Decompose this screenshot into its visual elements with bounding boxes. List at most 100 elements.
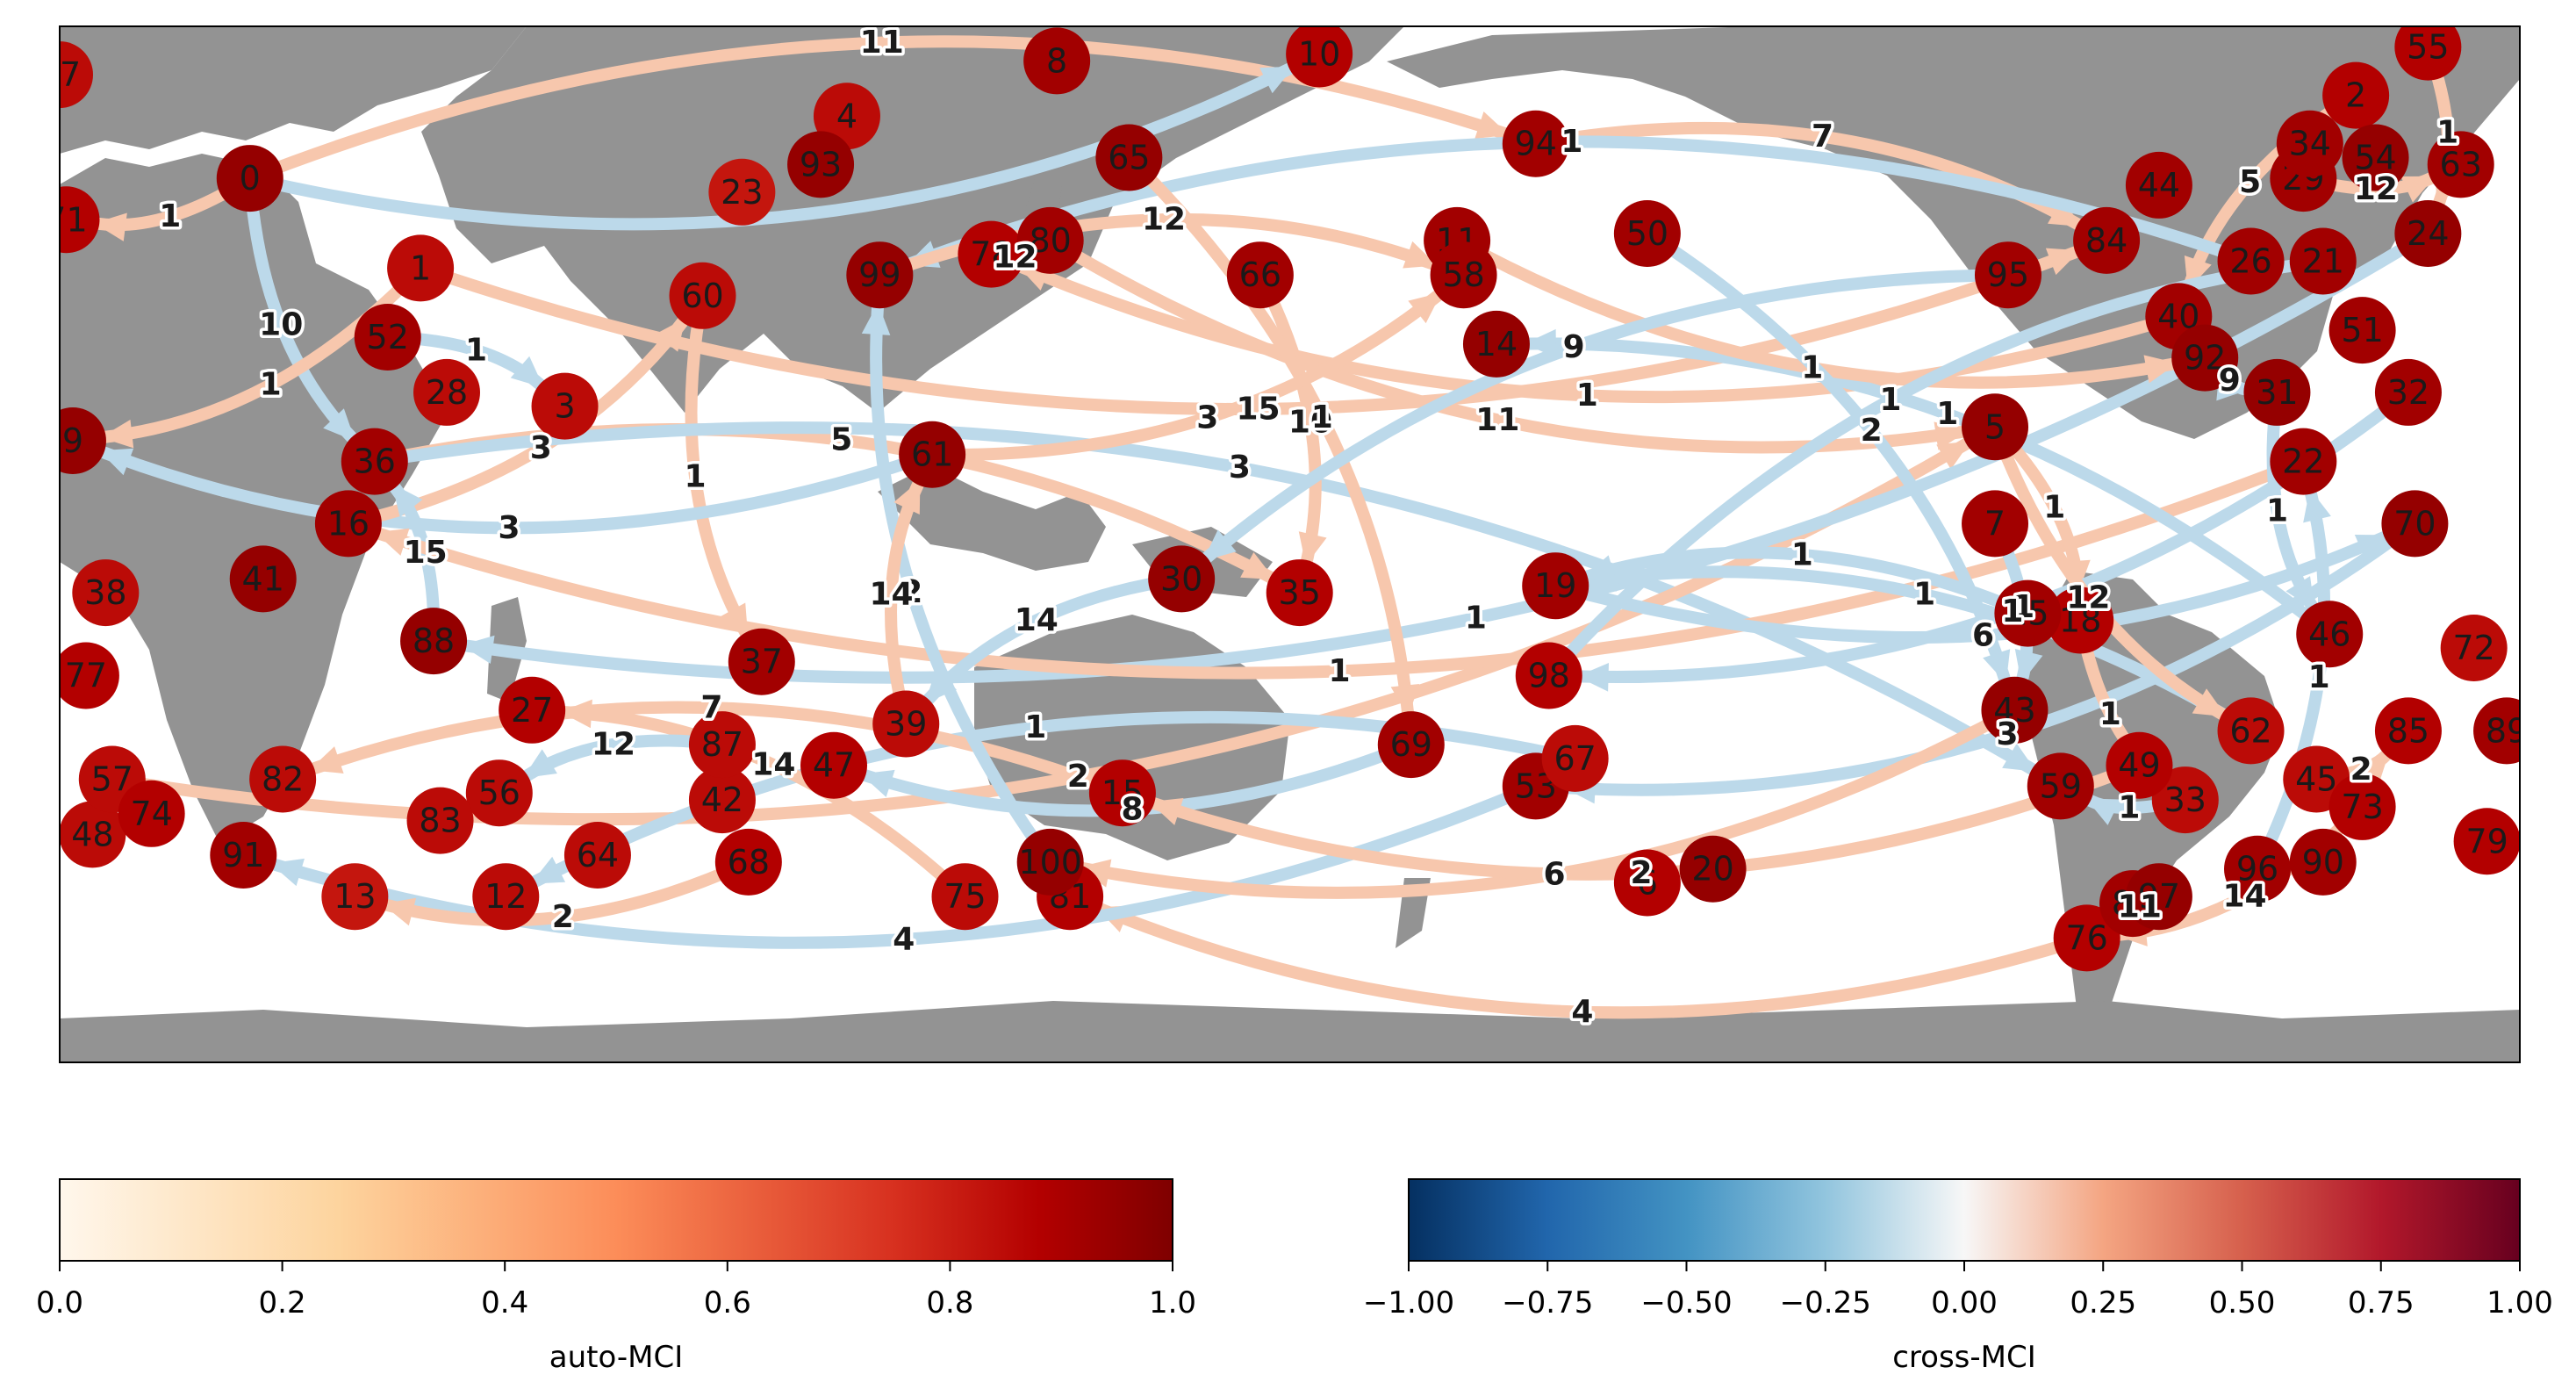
node-8: 8 [1023, 27, 1091, 95]
node-circle [60, 801, 126, 868]
edge-arrowhead [375, 528, 410, 556]
node-circle [2106, 731, 2173, 799]
edge-arrow [1015, 261, 2185, 404]
edge-lag-label: 1 [1465, 600, 1487, 636]
node-circle [1541, 724, 1609, 792]
node-label: 32 [2387, 373, 2429, 412]
edge-arrow [2251, 487, 2331, 875]
edge-lag-label: 9 [2219, 363, 2241, 399]
edge-arrow [1640, 227, 2011, 685]
edge-arrow [97, 446, 939, 535]
nodes-layer: 0123456789101112131415161718192021222324… [45, 26, 2520, 972]
node-label: 33 [2164, 781, 2206, 819]
node-62: 62 [2217, 697, 2285, 765]
edge-lag-label: 1 [1561, 124, 1582, 160]
node-circle [400, 608, 468, 675]
landmass-europe [60, 26, 527, 154]
node-circle [2374, 358, 2442, 426]
node-label: 95 [1987, 255, 2029, 294]
node-49: 49 [2106, 731, 2173, 799]
node-96: 96 [2224, 835, 2292, 903]
node-65: 65 [1095, 124, 1163, 191]
node-74: 74 [118, 780, 185, 847]
edge-arrowhead [461, 635, 495, 665]
node-42: 42 [688, 766, 756, 834]
node-circle [2047, 586, 2114, 654]
node-label: 42 [701, 781, 743, 819]
node-19: 19 [1522, 552, 1589, 620]
node-circle [2243, 358, 2311, 426]
edge-lag-label: 1 [1311, 399, 1333, 435]
node-15: 15 [1088, 759, 1156, 827]
node-50: 50 [1613, 200, 1681, 267]
node-circle [1286, 26, 1353, 88]
node-circle [2053, 904, 2120, 972]
node-circle [1502, 110, 1569, 177]
edge-lag-label: 12 [993, 239, 1037, 275]
edge-arrowhead [1408, 292, 1442, 324]
node-17: 17 [60, 41, 93, 109]
node-43: 43 [1981, 676, 2049, 744]
edge-arrowhead [861, 303, 891, 335]
edge-lag-label: 5 [830, 422, 852, 458]
edge-lag-label: 12 [592, 726, 635, 762]
node-46: 46 [2296, 601, 2364, 668]
landmass-antarctica [60, 1001, 2520, 1062]
node-41: 41 [229, 545, 297, 613]
edge-arrowhead [893, 479, 921, 515]
colorbar-tick-label: 0.6 [704, 1285, 751, 1320]
node-22: 22 [2270, 428, 2337, 495]
node-circle [2151, 766, 2219, 834]
node-circle [958, 220, 1025, 288]
node-label: 43 [1993, 691, 2035, 730]
colorbar-tick-label: −0.50 [1640, 1285, 1732, 1320]
node-21: 21 [2289, 227, 2357, 295]
node-10: 10 [1286, 26, 1353, 88]
node-label: 54 [2354, 138, 2396, 176]
node-51: 51 [2328, 297, 2396, 364]
edge-lag-label: 1 [2118, 790, 2140, 826]
node-label: 73 [2341, 788, 2383, 826]
edge-arrowhead [1202, 529, 1237, 561]
node-80: 80 [1016, 206, 1084, 274]
node-76: 76 [2053, 904, 2120, 972]
edge-lag-label: 11 [1475, 402, 1519, 438]
colorbar-tick-label: 0.00 [1931, 1285, 1998, 1320]
node-59: 59 [2027, 752, 2094, 820]
edge-lag-label: 14 [2222, 878, 2266, 914]
edge-arrow [559, 706, 972, 903]
colorbar-auto-gradient [59, 1178, 1173, 1262]
node-30: 30 [1148, 545, 1216, 613]
node-circle [2073, 206, 2141, 274]
node-94: 94 [1502, 110, 1569, 177]
node-circle [2394, 200, 2462, 267]
node-circle [1016, 828, 1084, 896]
node-label: 92 [2184, 339, 2226, 378]
node-31: 31 [2243, 358, 2311, 426]
edge-arrowhead [1475, 111, 1510, 139]
node-circle [1462, 310, 1530, 378]
node-circle [531, 372, 599, 440]
edge-arrowhead [98, 448, 134, 476]
node-label: 75 [944, 877, 986, 916]
node-circle [2296, 601, 2364, 668]
node-79: 79 [2453, 808, 2520, 875]
node-38: 38 [72, 559, 140, 627]
node-label: 71 [45, 200, 87, 239]
node-label: 13 [334, 877, 376, 916]
colorbar-tick-label: 0.75 [2348, 1285, 2415, 1320]
node-label: 23 [721, 173, 763, 212]
node-label: 76 [2065, 918, 2107, 957]
edge-arrow [1581, 546, 2034, 620]
node-circle [499, 676, 566, 744]
node-34: 34 [2276, 110, 2343, 177]
node-circle [1266, 559, 1333, 627]
edge-arrowhead [1298, 531, 1327, 565]
colorbar-cross-label: cross-MCI [1892, 1340, 2036, 1375]
node-label: 93 [800, 145, 842, 183]
edge-lag-label: 1 [2266, 493, 2288, 529]
node-label: 78 [970, 235, 1012, 274]
edge-lag-label: 7 [700, 690, 722, 726]
landmass-indonesia [878, 465, 1106, 571]
node-84: 84 [2073, 206, 2141, 274]
